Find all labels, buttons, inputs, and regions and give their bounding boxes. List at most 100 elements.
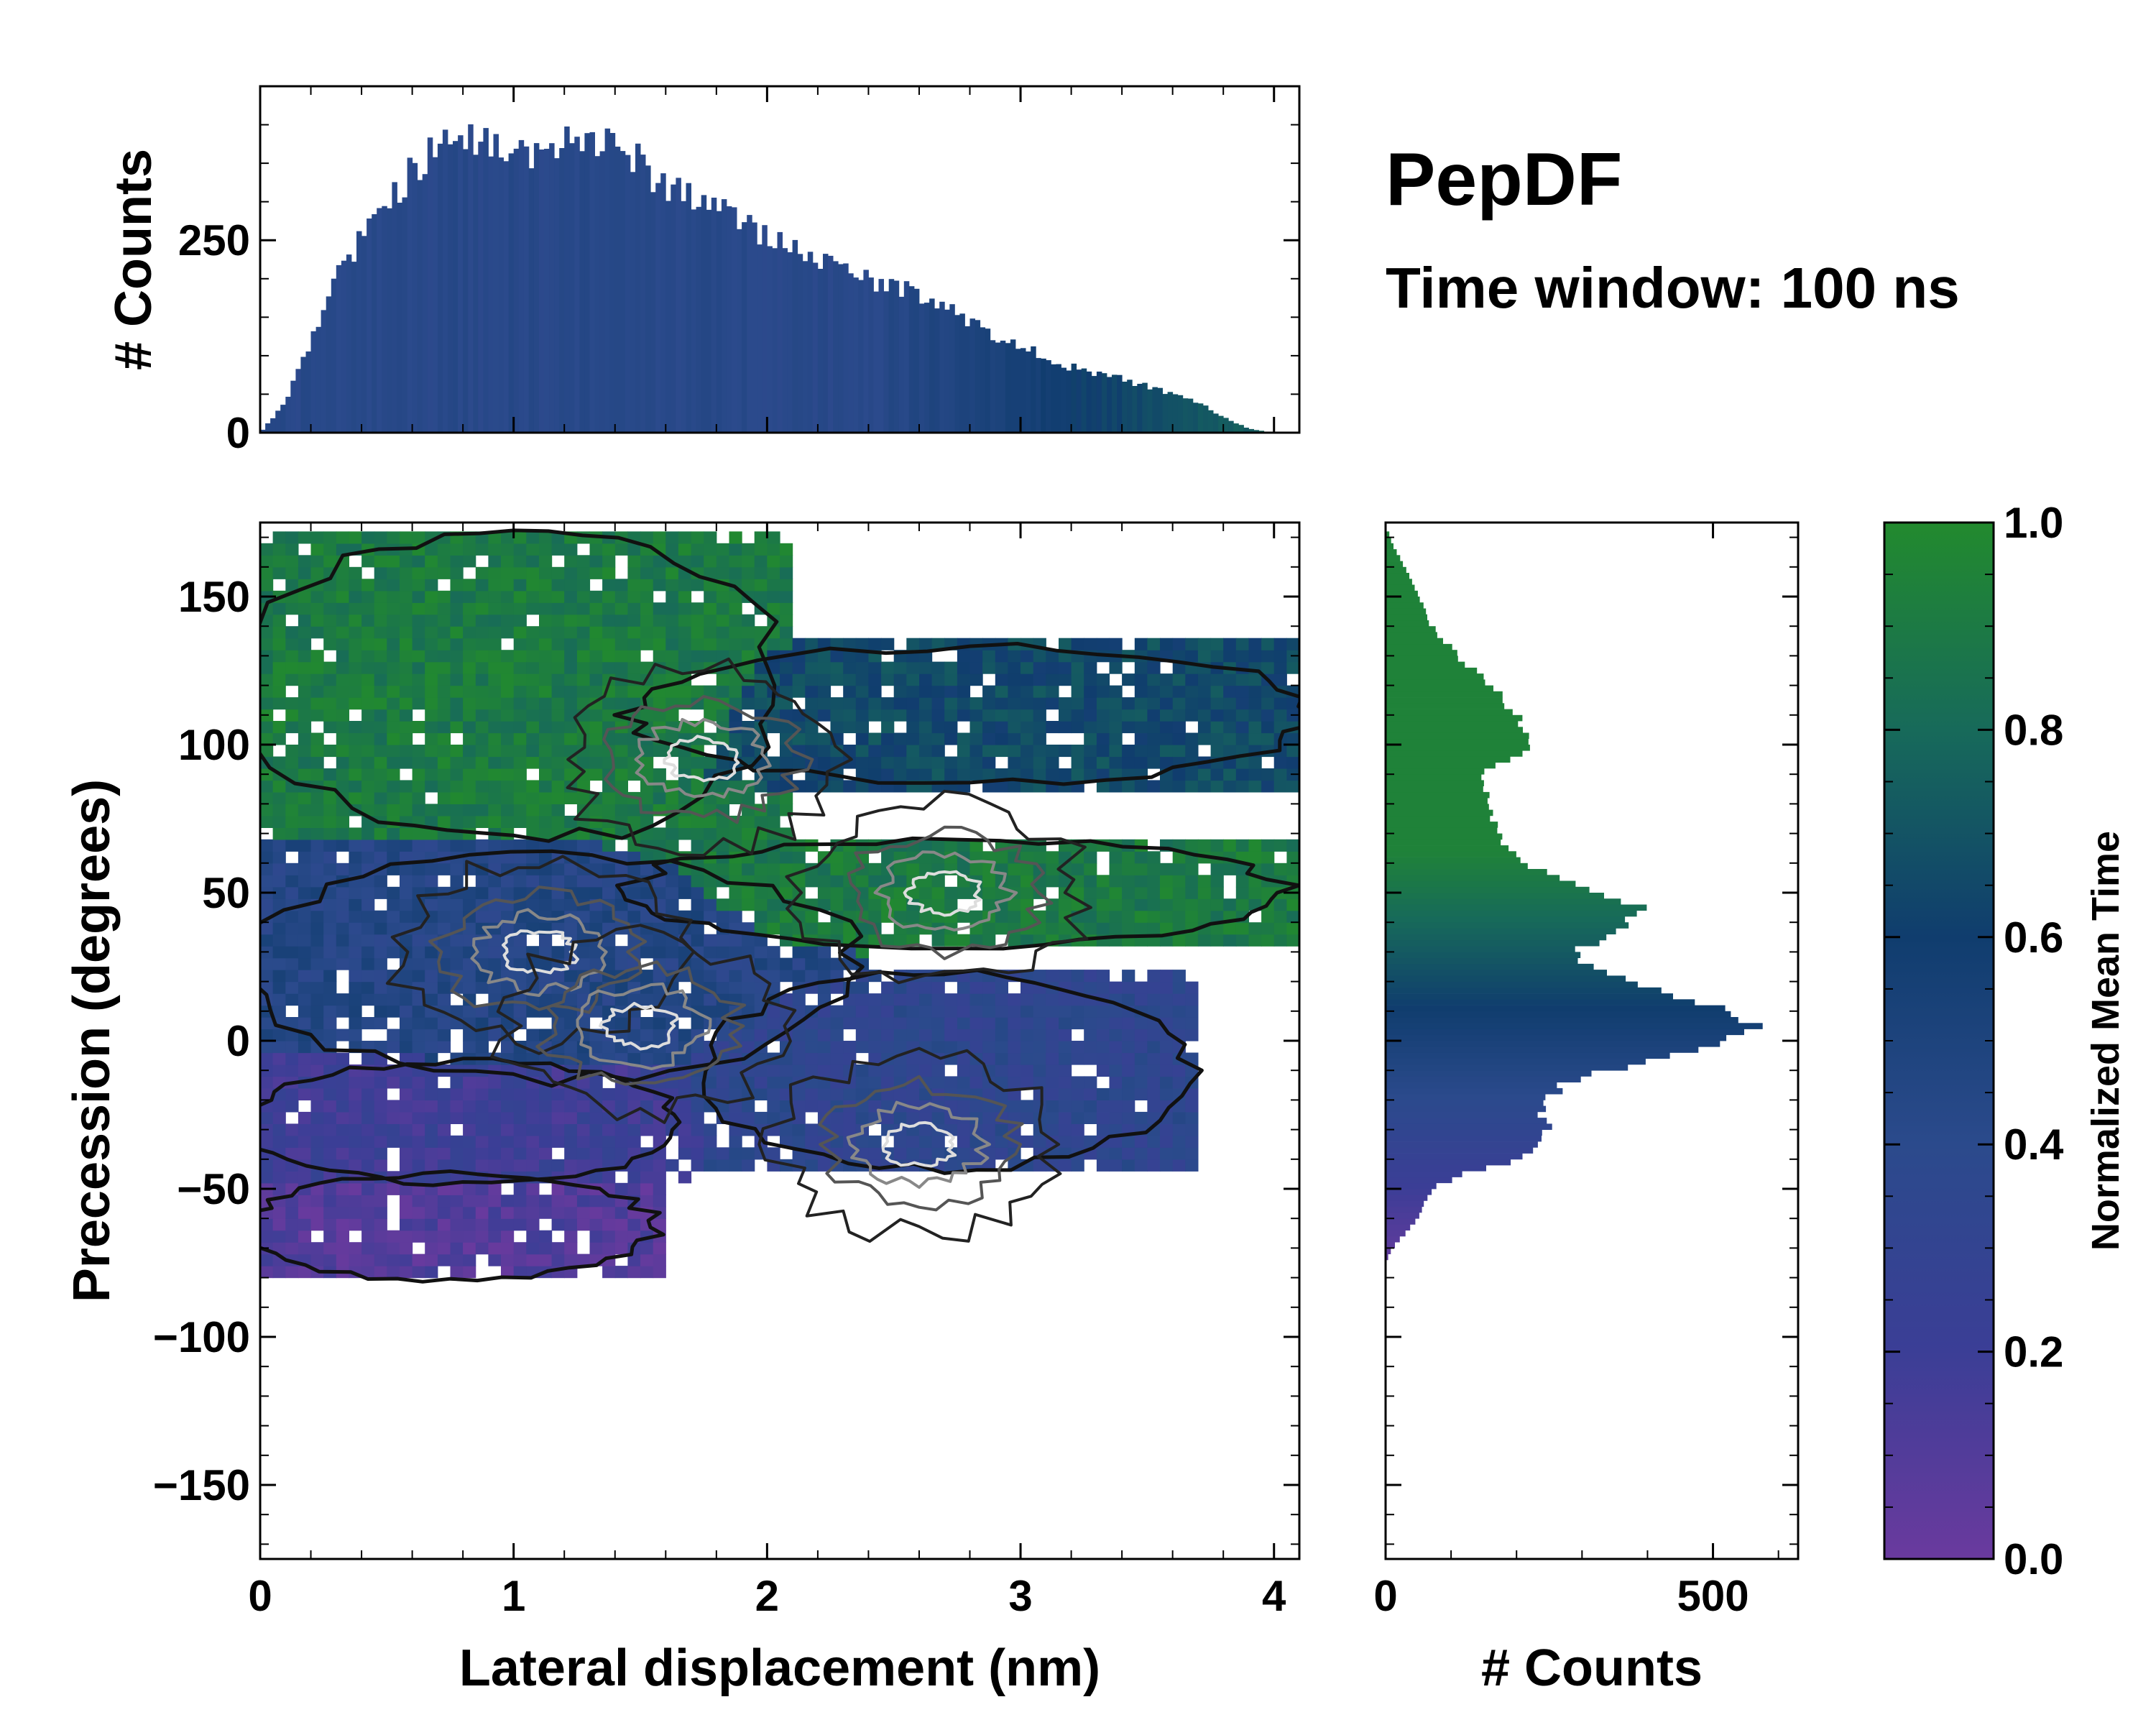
- heatmap-cell: [729, 543, 742, 556]
- heatmap-cell: [425, 1123, 438, 1136]
- heatmap-cell: [1134, 709, 1148, 722]
- heatmap-cell: [412, 602, 425, 615]
- heatmap-cell: [969, 673, 983, 686]
- heatmap-cell: [513, 886, 527, 899]
- heatmap-cell: [805, 638, 819, 650]
- heatmap-cell: [323, 898, 337, 911]
- heatmap-cell: [387, 791, 400, 804]
- heatmap-cell: [982, 745, 996, 758]
- heatmap-cell: [982, 922, 996, 935]
- heatmap-cell: [437, 1254, 451, 1266]
- heatmap-cell: [298, 1206, 312, 1219]
- right-histogram-bar: [1386, 1254, 1388, 1261]
- heatmap-cell: [1021, 650, 1034, 663]
- heatmap-cell: [551, 543, 565, 556]
- heatmap-cell: [716, 1159, 729, 1172]
- heatmap-cell: [551, 1123, 565, 1136]
- heatmap-cell: [310, 1171, 324, 1184]
- top-histogram-bar: [853, 277, 859, 433]
- heatmap-cell: [678, 756, 692, 769]
- heatmap-cell: [336, 661, 349, 674]
- heatmap-cell: [982, 661, 996, 674]
- heatmap-cell: [944, 898, 958, 911]
- heatmap-cell: [614, 1123, 628, 1136]
- heatmap-cell: [576, 555, 591, 568]
- heatmap-cell: [526, 1206, 540, 1219]
- heatmap-cell: [412, 1159, 425, 1172]
- heatmap-cell: [425, 638, 438, 650]
- heatmap-cell: [817, 661, 831, 674]
- heatmap-cell: [285, 1266, 299, 1279]
- heatmap-cell: [425, 673, 438, 686]
- heatmap-cell: [653, 614, 666, 627]
- heatmap-cell: [1160, 1123, 1174, 1136]
- top-histogram-bar: [437, 143, 443, 433]
- right-histogram-bar: [1386, 827, 1498, 834]
- heatmap-cell: [1008, 745, 1021, 758]
- heatmap-cell: [893, 745, 907, 758]
- heatmap-cell: [1071, 768, 1084, 781]
- heatmap-cell: [310, 756, 324, 769]
- heatmap-cell: [792, 886, 806, 899]
- heatmap-cell: [285, 993, 299, 1006]
- heatmap-cell: [412, 910, 425, 923]
- right-histogram-bar: [1386, 970, 1607, 976]
- heatmap-cell: [969, 970, 983, 983]
- heatmap-cell: [1134, 981, 1148, 994]
- heatmap-cell: [437, 1017, 451, 1030]
- heatmap-cell: [742, 1159, 755, 1172]
- heatmap-cell: [881, 993, 895, 1006]
- heatmap-cell: [564, 862, 578, 875]
- heatmap-cell: [501, 791, 515, 804]
- heatmap-cell: [437, 697, 451, 710]
- heatmap-cell: [336, 732, 349, 745]
- heatmap-cell: [513, 946, 527, 959]
- heatmap-cell: [463, 756, 476, 769]
- top-histogram-bar: [523, 146, 530, 433]
- heatmap-cell: [1134, 745, 1148, 758]
- heatmap-cell: [400, 685, 413, 698]
- heatmap-cell: [310, 934, 324, 947]
- heatmap-cell: [475, 602, 489, 615]
- heatmap-cell: [982, 898, 996, 911]
- heatmap-cell: [881, 661, 895, 674]
- main-xtick-label: 3: [1008, 1572, 1032, 1620]
- heatmap-cell: [310, 1111, 324, 1124]
- top-histogram-bar: [579, 151, 585, 433]
- heatmap-cell: [653, 626, 666, 639]
- heatmap-cell: [704, 1135, 717, 1148]
- heatmap-cell: [349, 756, 362, 769]
- heatmap-cell: [1185, 780, 1199, 793]
- heatmap-cell: [653, 709, 666, 722]
- heatmap-cell: [1109, 851, 1123, 864]
- heatmap-cell: [855, 1076, 869, 1089]
- heatmap-cell: [602, 555, 616, 568]
- heatmap-cell: [767, 638, 780, 650]
- density-contour: [873, 850, 1018, 932]
- heatmap-cell: [881, 1029, 895, 1041]
- heatmap-cell: [450, 791, 464, 804]
- heatmap-cell: [260, 673, 274, 686]
- heatmap-cell: [526, 721, 540, 734]
- heatmap-cell: [1084, 851, 1097, 864]
- heatmap-cell: [336, 1159, 349, 1172]
- heatmap-cell: [400, 1076, 413, 1089]
- heatmap-cell: [272, 946, 286, 959]
- heatmap-cell: [576, 791, 591, 804]
- heatmap-cell: [1235, 673, 1249, 686]
- heatmap-cell: [374, 1100, 387, 1113]
- heatmap-cell: [1134, 862, 1148, 875]
- heatmap-cell: [425, 1230, 438, 1243]
- heatmap-cell: [361, 555, 375, 568]
- heatmap-cell: [1172, 898, 1186, 911]
- top-histogram-bar: [448, 144, 453, 433]
- heatmap-cell: [843, 673, 857, 686]
- right-histogram-bar: [1386, 756, 1511, 763]
- top-histogram-frame: [259, 85, 1301, 434]
- heatmap-cell: [1008, 1017, 1021, 1030]
- heatmap-cell: [691, 626, 704, 639]
- heatmap-cell: [1235, 839, 1249, 852]
- heatmap-cell: [450, 1195, 464, 1208]
- heatmap-cell: [475, 791, 489, 804]
- top-histogram-bar: [1167, 392, 1174, 433]
